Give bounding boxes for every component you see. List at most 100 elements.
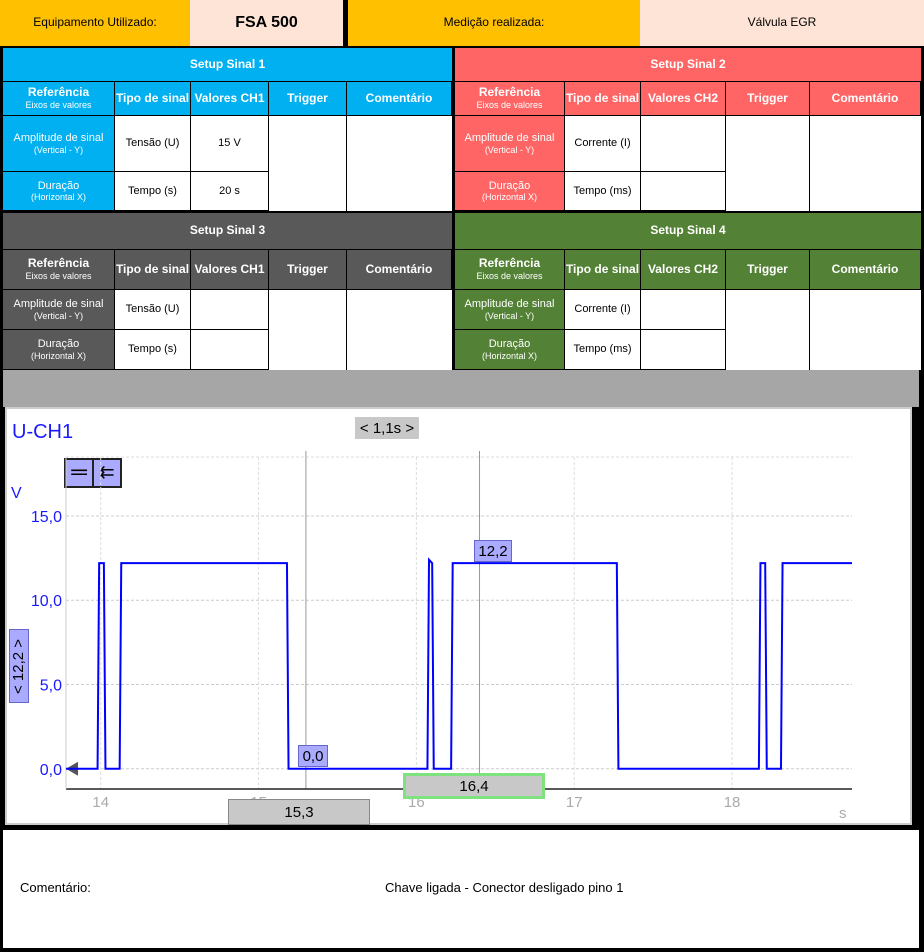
- col-header-reference: Referência Eixos de valores: [3, 250, 114, 289]
- row-ref-label: Duração: [37, 338, 80, 350]
- col-header-reference: Referência Eixos de valores: [3, 82, 114, 115]
- col-header-comentario: Comentário: [810, 250, 920, 289]
- row-reference: Amplitude de sinal (Vertical - Y): [3, 290, 114, 329]
- y-tick-label: 5,0: [40, 678, 62, 695]
- col-header-trigger: Trigger: [269, 82, 346, 115]
- trigger-cell[interactable]: [269, 290, 346, 370]
- setup-title: Setup Sinal 3: [3, 213, 452, 249]
- row-reference: Duração (Horizontal X): [3, 172, 114, 210]
- x-tick-label: 14: [92, 794, 109, 811]
- row-value-cell[interactable]: [641, 290, 725, 329]
- waveform-trace: [66, 557, 852, 770]
- comment-cell[interactable]: [810, 290, 921, 370]
- row-ref-sub: (Vertical - Y): [484, 144, 535, 155]
- row-value-cell[interactable]: [641, 116, 725, 171]
- row-ref-label: Amplitude de sinal: [13, 298, 104, 310]
- col-reference: Referência: [27, 256, 90, 271]
- cursor1-y-readout: 0,0: [298, 745, 328, 767]
- row-ref-sub: (Horizontal X): [30, 192, 86, 203]
- col-header-trigger: Trigger: [726, 250, 809, 289]
- col-header-valores: Valores CH2: [641, 250, 725, 289]
- col-header-comentario: Comentário: [347, 82, 451, 115]
- comment-section: Comentário: Chave ligada - Conector desl…: [3, 830, 919, 948]
- y-cursor-readout[interactable]: < 12,2 >: [9, 629, 29, 703]
- row-ref-label: Amplitude de sinal: [464, 132, 555, 144]
- cursor2-y-readout: 12,2: [474, 540, 512, 562]
- equip-label: Equipamento Utilizado:: [0, 0, 190, 46]
- row-ref-label: Duração: [37, 179, 80, 192]
- comment-cell[interactable]: [810, 116, 921, 211]
- comment-cell[interactable]: [347, 290, 452, 370]
- delta-time-readout[interactable]: < 1,1s >: [355, 417, 419, 439]
- equip-value: FSA 500: [190, 0, 343, 46]
- col-header-trigger: Trigger: [726, 82, 809, 115]
- row-value-cell[interactable]: [641, 172, 725, 210]
- row-ref-label: Duração: [488, 338, 531, 350]
- col-header-comentario: Comentário: [347, 250, 451, 289]
- arrows-left-icon: ⇇: [99, 462, 115, 482]
- trigger-cell[interactable]: [269, 116, 346, 211]
- row-reference: Duração (Horizontal X): [455, 330, 564, 369]
- col-header-valores: Valores CH1: [191, 82, 268, 115]
- row-ref-sub: (Horizontal X): [30, 350, 86, 361]
- col-header-reference: Referência Eixos de valores: [455, 250, 564, 289]
- y-unit: V: [11, 485, 22, 502]
- row-signal-type: Tempo (s): [115, 330, 190, 369]
- measurement-value: Válvula EGR: [640, 0, 924, 46]
- y-tick-label: 10,0: [31, 593, 62, 610]
- row-value-cell[interactable]: 20 s: [191, 172, 268, 210]
- row-signal-type: Tensão (U): [115, 290, 190, 329]
- row-value-cell[interactable]: 15 V: [191, 116, 268, 171]
- waveform-plot: 0,05,010,015,01415161718: [31, 451, 852, 811]
- row-value-cell[interactable]: [641, 330, 725, 369]
- col-header-reference: Referência Eixos de valores: [455, 82, 564, 115]
- row-signal-type: Corrente (I): [565, 290, 640, 329]
- col-header-tipo: Tipo de sinal: [565, 82, 640, 115]
- gray-band: [3, 370, 919, 407]
- row-signal-type: Tempo (ms): [565, 330, 640, 369]
- col-reference-sub: Eixos de valores: [25, 100, 92, 111]
- cursor2-x-readout[interactable]: 16,4: [403, 773, 545, 799]
- setup-title: Setup Sinal 1: [3, 48, 452, 81]
- y-tick-label: 15,0: [31, 509, 62, 526]
- row-signal-type: Tempo (ms): [565, 172, 640, 210]
- col-header-comentario: Comentário: [810, 82, 920, 115]
- row-ref-sub: (Horizontal X): [481, 192, 537, 203]
- comment-text: Chave ligada - Conector desligado pino 1: [385, 880, 624, 895]
- col-reference-sub: Eixos de valores: [476, 100, 543, 111]
- row-reference: Duração (Horizontal X): [3, 330, 114, 369]
- comment-label: Comentário:: [20, 880, 91, 895]
- col-header-tipo: Tipo de sinal: [115, 82, 190, 115]
- row-ref-sub: (Vertical - Y): [33, 144, 84, 155]
- setup-title: Setup Sinal 2: [455, 48, 921, 81]
- col-reference-sub: Eixos de valores: [25, 271, 92, 282]
- lines-icon: ═: [66, 460, 94, 486]
- row-reference: Amplitude de sinal (Vertical - Y): [455, 116, 564, 171]
- row-value-cell[interactable]: [191, 290, 268, 329]
- row-ref-label: Duração: [488, 179, 531, 192]
- col-header-tipo: Tipo de sinal: [565, 250, 640, 289]
- row-value-cell[interactable]: [191, 330, 268, 369]
- row-ref-sub: (Vertical - Y): [484, 310, 535, 321]
- row-reference: Amplitude de sinal (Vertical - Y): [3, 116, 114, 171]
- x-tick-label: 17: [566, 794, 583, 811]
- col-reference: Referência: [478, 85, 541, 100]
- col-header-tipo: Tipo de sinal: [115, 250, 190, 289]
- col-reference-sub: Eixos de valores: [476, 271, 543, 282]
- trace-menu-button[interactable]: ═ ⇇: [64, 458, 122, 488]
- x-tick-label: 18: [724, 794, 741, 811]
- cursor1-x-readout[interactable]: 15,3: [228, 799, 370, 825]
- row-signal-type: Corrente (I): [565, 116, 640, 171]
- trigger-cell[interactable]: [726, 290, 809, 370]
- setup-title: Setup Sinal 4: [455, 213, 921, 249]
- channel-label: U-CH1: [12, 421, 74, 443]
- row-ref-label: Amplitude de sinal: [464, 298, 555, 310]
- col-header-valores: Valores CH2: [641, 82, 725, 115]
- row-reference: Amplitude de sinal (Vertical - Y): [455, 290, 564, 329]
- trigger-cell[interactable]: [726, 116, 809, 211]
- col-reference: Referência: [27, 85, 90, 100]
- y-tick-label: 0,0: [40, 762, 62, 779]
- comment-cell[interactable]: [347, 116, 452, 211]
- col-reference: Referência: [478, 256, 541, 271]
- row-ref-label: Amplitude de sinal: [13, 132, 104, 144]
